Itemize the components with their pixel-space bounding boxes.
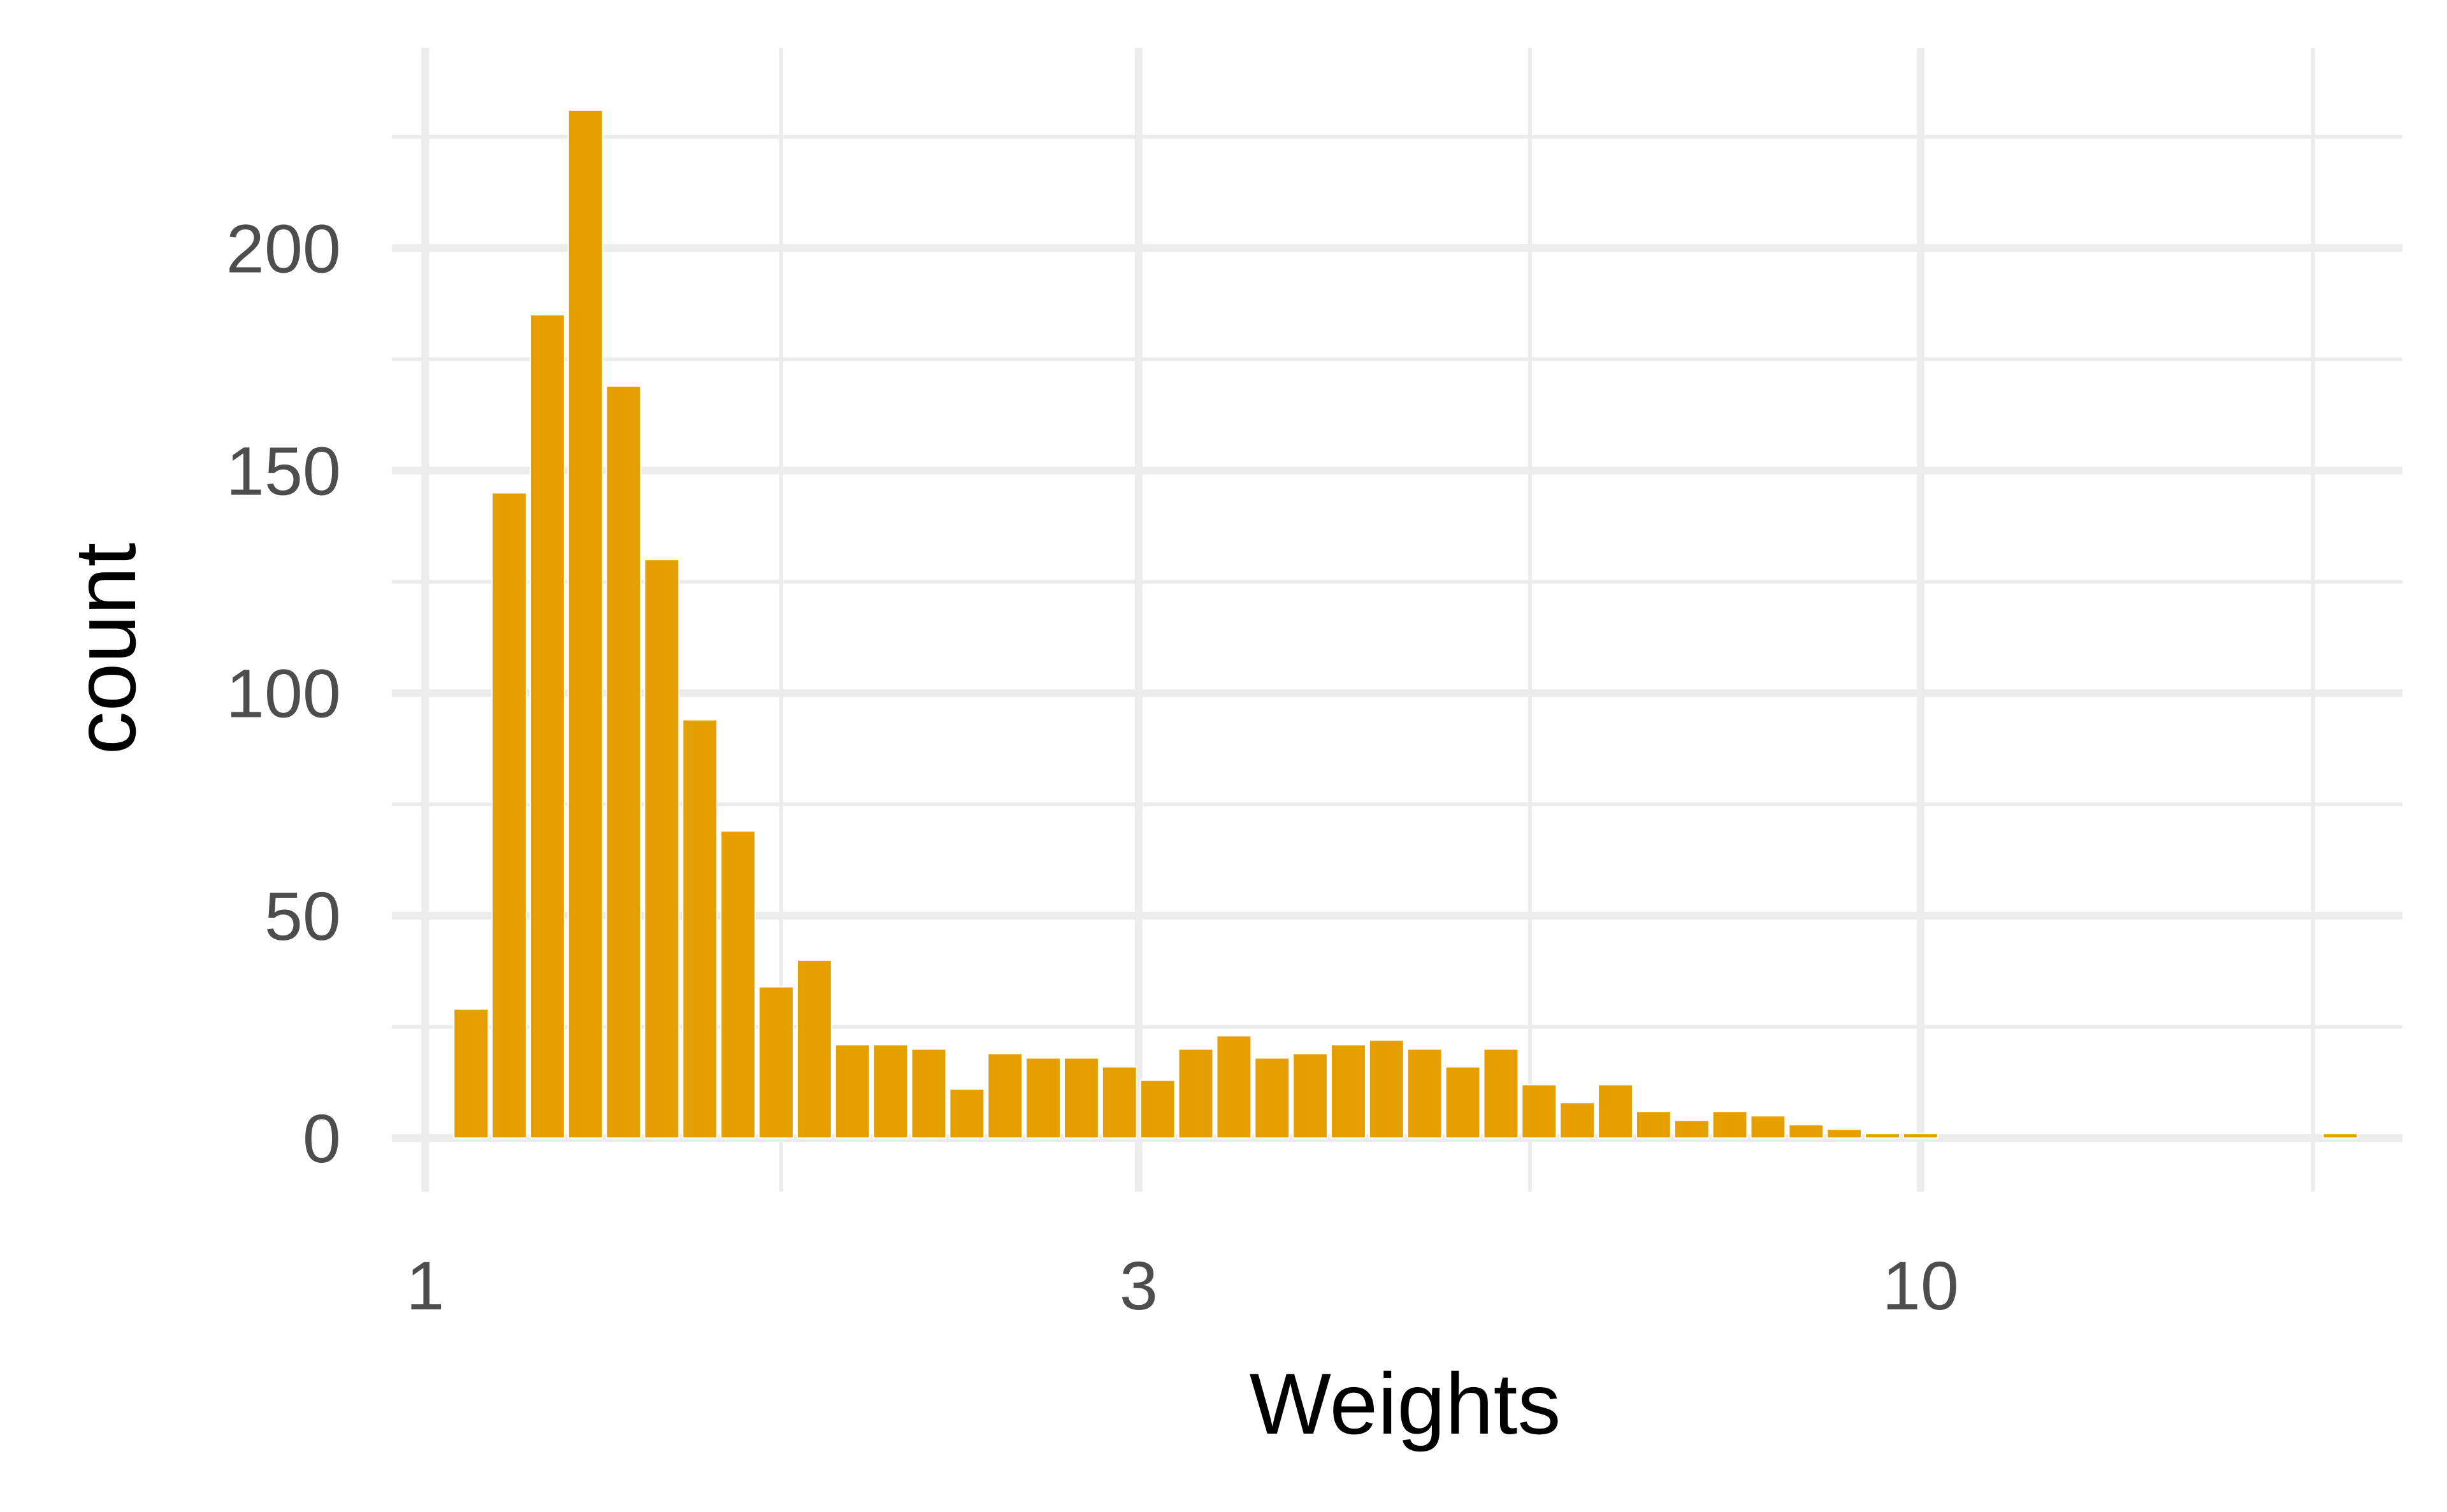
histogram-bar [1254, 1057, 1290, 1139]
histogram-bar [1406, 1048, 1443, 1139]
histogram-bar [987, 1053, 1023, 1139]
histogram-bar [1101, 1066, 1137, 1139]
histogram-bar [1826, 1128, 1863, 1139]
y-tick-label: 150 [226, 433, 341, 510]
y-tick-label: 100 [226, 655, 341, 732]
histogram-bar [1368, 1039, 1404, 1139]
histogram-bar [1673, 1120, 1710, 1139]
y-tick-label: 200 [226, 210, 341, 287]
x-tick-label: 1 [406, 1247, 444, 1324]
histogram-bar [720, 830, 756, 1139]
histogram-bar [1178, 1048, 1214, 1139]
histogram-bar [1216, 1035, 1252, 1139]
histogram-bar [1445, 1066, 1481, 1139]
y-tick-label: 0 [303, 1100, 341, 1177]
histogram-bar [1712, 1111, 1748, 1139]
histogram-bar [1750, 1115, 1786, 1139]
histogram-bar [1331, 1044, 1366, 1139]
histogram-bar [834, 1044, 870, 1139]
histogram-bar [1521, 1084, 1557, 1139]
histogram-bar [491, 492, 527, 1139]
x-axis-title: Weights [1250, 1355, 1561, 1452]
histogram-bars [453, 109, 2358, 1139]
histogram-bar [1139, 1079, 1176, 1139]
histogram-bar [949, 1088, 985, 1139]
histogram-bar [1292, 1053, 1329, 1139]
x-tick-labels: 1 3 10 [406, 1247, 1959, 1324]
histogram-bar [1025, 1057, 1061, 1139]
histogram-bar [872, 1044, 909, 1139]
histogram-bar [796, 959, 832, 1139]
y-tick-labels: 0 50 100 150 200 [226, 210, 341, 1177]
histogram-bar [1902, 1133, 1938, 1139]
histogram-bar [1635, 1111, 1671, 1139]
histogram-bar [1788, 1124, 1824, 1139]
histogram-bar [1559, 1102, 1596, 1139]
histogram-bar [2322, 1133, 2358, 1139]
histogram-bar [605, 385, 642, 1139]
y-tick-label: 50 [264, 877, 341, 954]
histogram-bar [1865, 1133, 1900, 1139]
histogram-bar [453, 1008, 489, 1139]
histogram-bar [567, 109, 603, 1139]
histogram-bar [682, 719, 718, 1139]
x-tick-label: 10 [1882, 1247, 1959, 1324]
histogram-bar [1483, 1048, 1519, 1139]
histogram-bar [644, 559, 680, 1139]
x-tick-label: 3 [1120, 1247, 1158, 1324]
histogram-bar [758, 986, 794, 1139]
histogram-bar [529, 314, 565, 1139]
y-axis-title: count [57, 543, 154, 755]
minor-gridlines [392, 48, 2402, 1192]
histogram-bar [1063, 1057, 1099, 1139]
histogram-bar [1598, 1084, 1633, 1139]
histogram-bar [911, 1048, 947, 1139]
